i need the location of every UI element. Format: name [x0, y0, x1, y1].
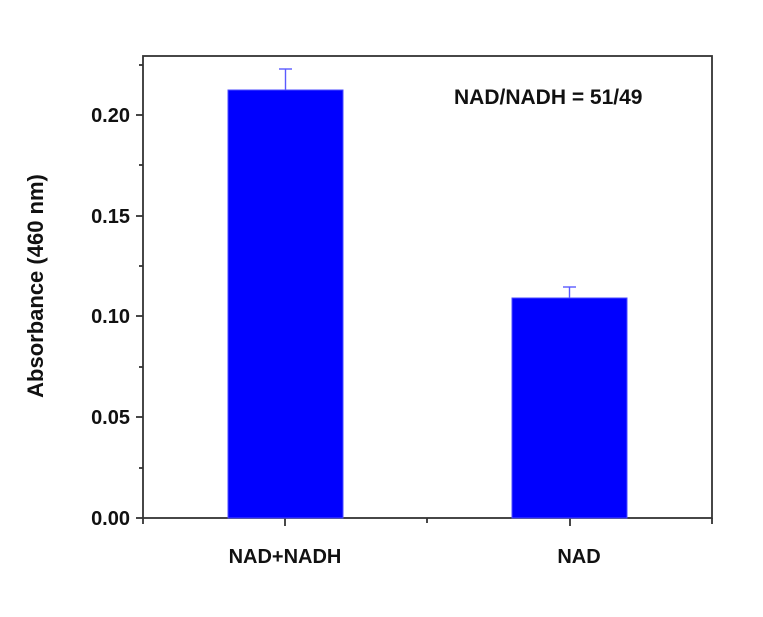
y-tick-label: 0.10	[91, 306, 130, 328]
x-tick-label-nad: NAD	[557, 546, 600, 568]
y-tick-label: 0.05	[91, 407, 130, 429]
error-bar-nad-nadh	[279, 68, 292, 90]
y-tick-label: 0.20	[91, 105, 130, 127]
bar-nad	[511, 297, 628, 519]
y-axis-title: Absorbance (460 nm)	[23, 174, 48, 398]
y-axis	[136, 64, 143, 519]
error-bar-nad	[563, 286, 576, 298]
y-tick-label: 0.15	[91, 206, 130, 228]
bar-nad-nadh	[227, 89, 344, 519]
ratio-annotation: NAD/NADH = 51/49	[454, 86, 642, 109]
x-axis	[142, 518, 713, 526]
y-tick-label: 0.00	[91, 508, 130, 530]
x-tick-label-nad-nadh: NAD+NADH	[229, 546, 342, 568]
